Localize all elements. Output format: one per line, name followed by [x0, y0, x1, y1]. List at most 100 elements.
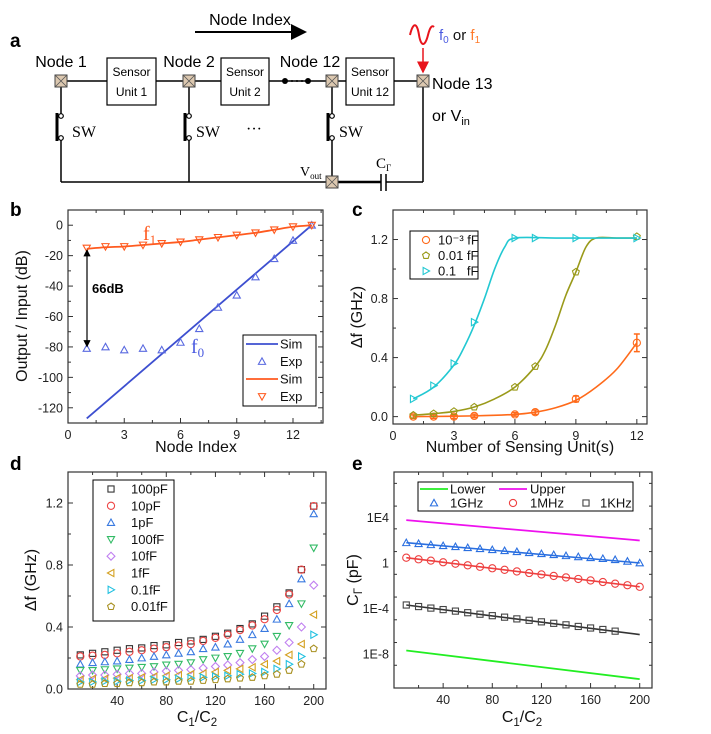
legend-box	[409, 230, 479, 280]
data-point	[586, 576, 595, 585]
data-point	[488, 564, 497, 573]
data-point	[235, 664, 244, 674]
data-point	[125, 678, 134, 687]
data-point	[307, 221, 317, 230]
node-cross	[325, 175, 339, 189]
data-point	[119, 243, 129, 252]
node-terminal	[54, 74, 68, 88]
sensor-unit-label: Unit 1	[116, 85, 148, 99]
data-point	[510, 410, 520, 419]
sensor-unit-label: Sensor	[226, 65, 264, 79]
data-point	[574, 622, 582, 631]
data-point	[194, 323, 204, 333]
data-point	[88, 666, 98, 676]
series-0-1ff	[76, 630, 319, 687]
data-point	[572, 233, 581, 243]
panel-label-c: c	[352, 200, 363, 221]
data-point	[439, 605, 447, 614]
data-point	[284, 637, 294, 648]
x-tick-label: 40	[110, 694, 124, 708]
data-point	[174, 638, 183, 647]
x-tick-label: 12	[630, 429, 644, 443]
data-point	[476, 610, 484, 618]
data-point	[537, 570, 546, 579]
data-point	[186, 676, 195, 685]
data-point	[112, 665, 122, 674]
legend-label: Sim	[280, 337, 302, 352]
data-point	[89, 677, 98, 687]
y-axis-label: Output / Input (dB)	[14, 250, 31, 382]
data-point	[549, 549, 559, 559]
series-line	[406, 519, 640, 542]
y-tick-label: 0.4	[371, 351, 388, 365]
axis-ticks	[393, 472, 652, 689]
data-point	[449, 407, 459, 415]
data-point	[149, 667, 159, 677]
data-point	[223, 653, 233, 662]
data-point	[525, 616, 533, 624]
data-point	[269, 226, 279, 235]
data-point	[186, 664, 196, 675]
data-point	[488, 612, 496, 620]
node-cross	[416, 74, 430, 88]
data-point	[623, 581, 632, 590]
data-point	[449, 412, 459, 421]
data-point	[174, 660, 184, 669]
x-tick-label: 80	[159, 694, 173, 708]
data-point	[422, 266, 431, 276]
data-point	[162, 677, 171, 686]
data-point	[272, 669, 281, 678]
legend-entry: 0.01 fF	[421, 248, 479, 263]
data-point	[450, 358, 459, 369]
input-frequency-label: f0 or f1	[439, 27, 481, 46]
data-point	[248, 621, 257, 630]
data-point	[138, 675, 147, 686]
data-point	[550, 619, 558, 627]
y-tick-label: 1E-8	[363, 647, 389, 661]
switch-label: SW	[339, 124, 364, 141]
node-cross	[182, 74, 196, 88]
switch-contact	[329, 113, 335, 119]
data-point	[82, 244, 92, 253]
label-segment: 1	[150, 232, 157, 247]
data-point	[174, 676, 183, 685]
data-point	[561, 551, 571, 560]
node-13-label: Node 13	[432, 76, 493, 93]
ellipsis: ···	[246, 121, 262, 138]
data-point	[284, 599, 294, 608]
data-point	[100, 243, 111, 252]
series-exp	[82, 220, 317, 354]
data-point	[250, 272, 261, 281]
data-point	[464, 609, 472, 617]
data-point	[513, 615, 521, 623]
data-point	[157, 240, 167, 249]
data-point	[308, 610, 318, 620]
data-point	[100, 342, 111, 351]
data-point	[107, 585, 116, 595]
legend-entry: 10⁻³ fF	[421, 233, 479, 248]
data-point	[426, 556, 436, 565]
label-segment: Node Index	[155, 439, 237, 456]
data-point	[247, 630, 257, 639]
data-point	[524, 568, 534, 578]
legend-entry: 10fF	[106, 549, 157, 564]
y-tick-label: -120	[38, 401, 63, 415]
data-point	[125, 675, 135, 686]
label-segment: Output / Input (dB)	[14, 250, 31, 382]
data-point	[260, 615, 269, 624]
plot-area: 40 80 120 160 200 1E4 1 1E-4 1E-8	[363, 471, 653, 707]
data-point	[224, 671, 233, 681]
data-point	[598, 577, 608, 587]
legend-label: 1pF	[131, 515, 153, 530]
data-point	[106, 517, 116, 527]
data-point	[235, 625, 245, 635]
data-point	[470, 317, 480, 327]
panel-label-e: e	[352, 454, 363, 475]
series-sim	[86, 224, 312, 250]
panel-a-diagram: a Node Index	[10, 12, 493, 191]
legend-box	[242, 334, 317, 407]
data-point	[414, 555, 423, 564]
data-point	[175, 238, 186, 247]
